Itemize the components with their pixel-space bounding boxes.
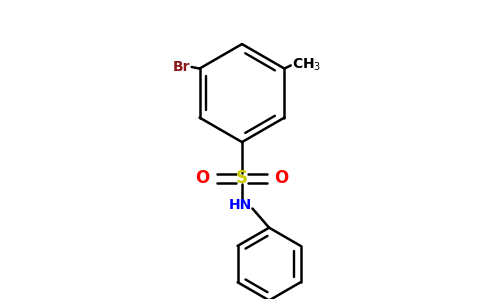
Text: O: O bbox=[274, 169, 289, 188]
Text: Br: Br bbox=[173, 60, 190, 74]
Text: CH$_3$: CH$_3$ bbox=[292, 57, 322, 73]
Text: HN: HN bbox=[229, 198, 252, 212]
Text: O: O bbox=[195, 169, 210, 188]
Text: S: S bbox=[236, 169, 248, 188]
